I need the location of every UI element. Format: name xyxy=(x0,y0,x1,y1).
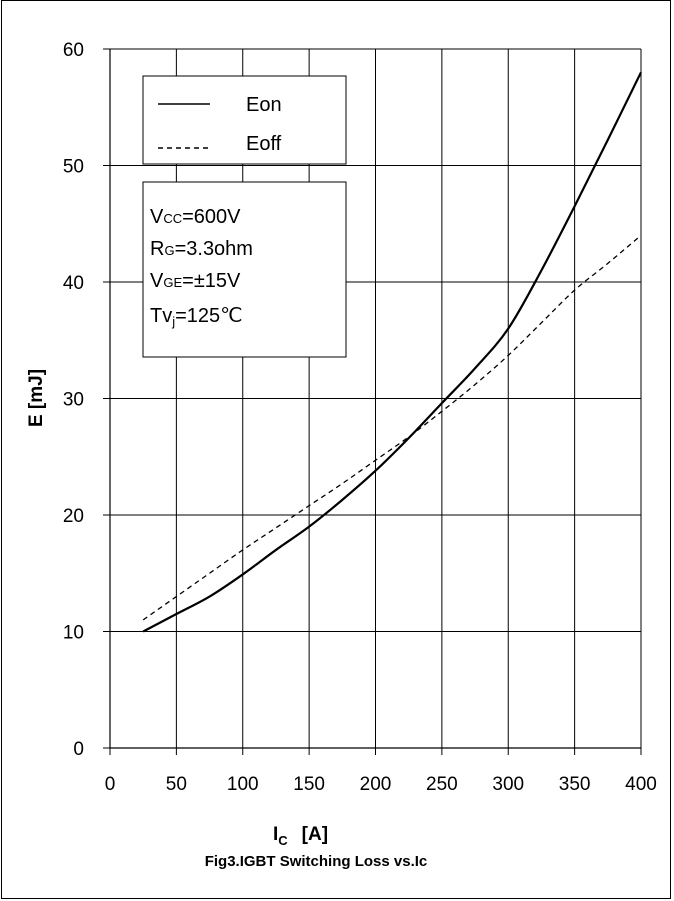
x-tick-label: 300 xyxy=(492,774,524,795)
x-tick-label: 50 xyxy=(166,774,187,795)
y-tick-label: 10 xyxy=(63,623,84,644)
conditions-box: VCC=600V RG=3.3ohm VGE=±15V Tvj=125℃ xyxy=(142,181,347,358)
y-tick-label: 30 xyxy=(63,390,84,411)
series-line-eon xyxy=(142,71,642,633)
y-axis-label: E [mJ] xyxy=(26,369,47,427)
y-tick-label: 0 xyxy=(73,739,84,760)
x-tick-label: 250 xyxy=(426,774,458,795)
tick-labels: 0 50 100 150 200 250 300 350 400 0 10 20 30 40 50 60 xyxy=(63,40,657,795)
x-tick-label: 100 xyxy=(227,774,259,795)
x-tick-label: 400 xyxy=(625,774,657,795)
x-tick-label: 200 xyxy=(360,774,392,795)
y-tick-label: 20 xyxy=(63,506,84,527)
x-tick-label: 350 xyxy=(559,774,591,795)
legend: Eon Eoff xyxy=(142,75,347,165)
x-axis-label: IC [A] xyxy=(273,824,328,848)
condition-vge: VGE=±15V xyxy=(150,270,241,292)
y-tick-label: 60 xyxy=(63,40,84,61)
legend-label-eon: Eon xyxy=(246,94,282,116)
condition-rg: RG=3.3ohm xyxy=(150,238,253,260)
condition-vcc: VCC=600V xyxy=(150,206,241,228)
x-tick-label: 0 xyxy=(105,774,116,795)
conditions-frame xyxy=(142,181,347,358)
axes xyxy=(103,48,642,755)
y-tick-label: 50 xyxy=(63,157,84,178)
condition-tvj: Tvj=125℃ xyxy=(150,305,243,329)
x-tick-label: 150 xyxy=(293,774,325,795)
series-layer xyxy=(142,71,642,633)
series-line-eoff xyxy=(142,234,642,621)
y-tick-label: 40 xyxy=(63,273,84,294)
legend-box xyxy=(142,75,347,165)
figure-caption: Fig3.IGBT Switching Loss vs.Ic xyxy=(205,853,428,870)
legend-label-eoff: Eoff xyxy=(246,133,282,155)
